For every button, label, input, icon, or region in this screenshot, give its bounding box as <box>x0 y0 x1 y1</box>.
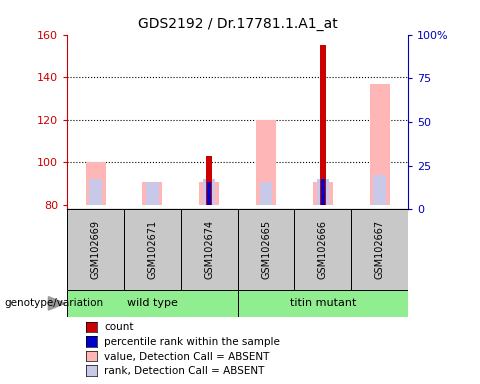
Text: GSM102665: GSM102665 <box>261 220 271 279</box>
Bar <box>143 182 162 205</box>
Bar <box>67 290 238 317</box>
Bar <box>67 209 124 290</box>
Text: count: count <box>104 323 133 333</box>
Bar <box>321 179 324 205</box>
Bar <box>85 162 106 205</box>
Bar <box>256 120 276 205</box>
Bar <box>316 179 329 205</box>
Bar <box>351 209 408 290</box>
Bar <box>373 175 386 205</box>
Text: GSM102666: GSM102666 <box>318 220 328 279</box>
Bar <box>89 179 102 205</box>
Text: wild type: wild type <box>127 298 178 308</box>
Bar <box>181 209 238 290</box>
Text: GSM102674: GSM102674 <box>204 220 214 279</box>
Title: GDS2192 / Dr.17781.1.A1_at: GDS2192 / Dr.17781.1.A1_at <box>138 17 337 31</box>
Bar <box>203 179 216 205</box>
Text: percentile rank within the sample: percentile rank within the sample <box>104 337 280 347</box>
Polygon shape <box>48 296 65 310</box>
Text: GSM102669: GSM102669 <box>91 220 101 279</box>
Bar <box>313 182 333 205</box>
Text: GSM102671: GSM102671 <box>147 220 157 279</box>
Bar <box>238 290 408 317</box>
Bar <box>260 182 272 205</box>
Text: titin mutant: titin mutant <box>289 298 356 308</box>
Bar <box>238 209 294 290</box>
Bar <box>199 182 219 205</box>
Text: value, Detection Call = ABSENT: value, Detection Call = ABSENT <box>104 352 270 362</box>
Bar <box>370 84 390 205</box>
Bar <box>146 182 159 205</box>
Text: GSM102667: GSM102667 <box>374 220 384 279</box>
Bar <box>124 209 181 290</box>
Bar <box>207 182 211 205</box>
Text: rank, Detection Call = ABSENT: rank, Detection Call = ABSENT <box>104 366 264 376</box>
Bar <box>294 209 351 290</box>
Text: genotype/variation: genotype/variation <box>5 298 104 308</box>
Bar <box>206 156 212 205</box>
Bar <box>320 45 326 205</box>
